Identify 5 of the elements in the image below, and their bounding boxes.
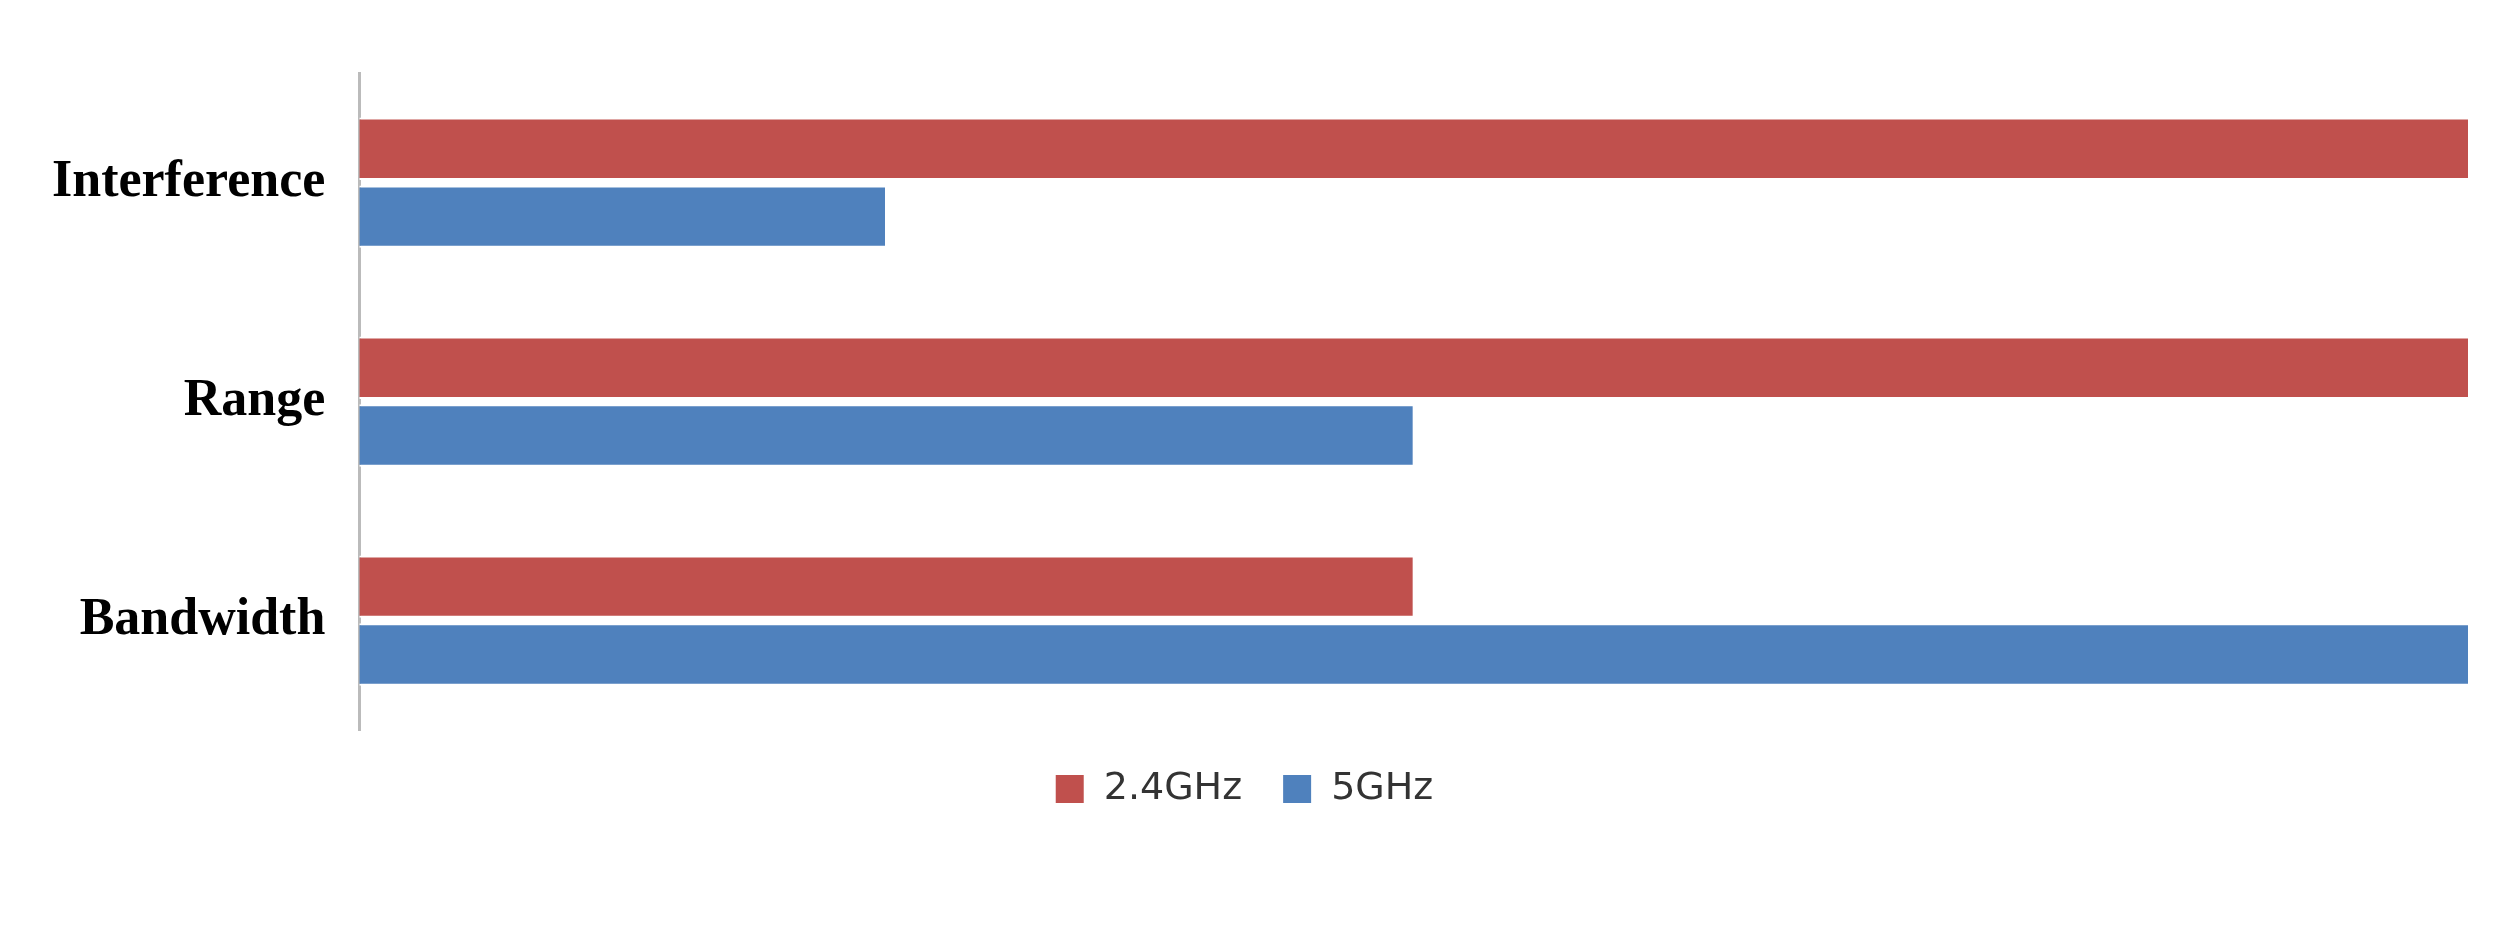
legend-label: 2.4GHz [1103,763,1243,808]
y-tick-label: Range [183,369,326,427]
y-tick-label: Bandwidth [79,587,326,645]
y-tick-label: Interference [51,150,326,208]
legend-label: 5GHz [1331,763,1434,808]
